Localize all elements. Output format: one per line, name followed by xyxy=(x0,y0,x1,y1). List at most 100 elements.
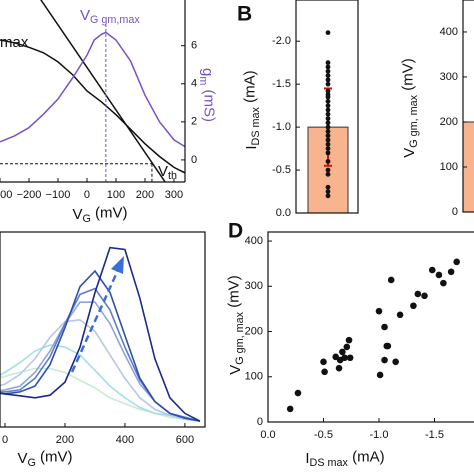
data-point xyxy=(325,68,331,74)
data-point xyxy=(325,167,331,173)
scatter-point xyxy=(335,364,343,372)
trend-arrow xyxy=(70,269,120,373)
data-point xyxy=(325,103,331,109)
scatter-point xyxy=(396,311,404,319)
x-axis-label-part: V xyxy=(17,450,27,467)
y-tick-label: 400 xyxy=(440,26,458,38)
y-tick-label: 100 xyxy=(245,371,263,383)
annotation-part: V xyxy=(158,163,168,180)
scatter-point xyxy=(321,368,328,376)
x-axis-label-part: DS max xyxy=(310,457,349,469)
x-tick-label: -1.0 xyxy=(370,429,389,441)
x-axis-label-part: G xyxy=(27,457,35,469)
x-axis-label-part: (mV) xyxy=(36,448,73,465)
scatter-point xyxy=(320,358,327,366)
data-point xyxy=(325,137,331,143)
x-axis-label-part: I xyxy=(305,450,309,467)
data-point xyxy=(325,88,331,94)
y-tick-label: 0.0 xyxy=(276,207,291,219)
series-line xyxy=(0,246,201,422)
data-point xyxy=(325,98,331,104)
y-tick-label: 100 xyxy=(440,161,458,173)
x-tick-label: 200 xyxy=(136,189,154,201)
panel-letter: D xyxy=(228,220,243,243)
y-tick-label: 200 xyxy=(245,325,263,337)
scatter-point xyxy=(384,342,392,350)
x-axis-label-part: (mA) xyxy=(348,448,385,465)
y-tick-label: 400 xyxy=(245,235,263,247)
y-tick-label: 0 xyxy=(452,206,458,218)
y-tick-label: -0.5 xyxy=(272,164,291,176)
data-point xyxy=(325,64,331,70)
annotation-layer xyxy=(70,256,124,373)
x-tick-label: -1.5 xyxy=(425,429,444,441)
series-line xyxy=(0,31,185,148)
scatter-point xyxy=(387,276,395,284)
y-tick-label: 300 xyxy=(440,71,458,83)
x-tick-label: 0.0 xyxy=(260,429,275,441)
series-line xyxy=(0,301,201,422)
data-point xyxy=(325,189,331,194)
scatter-point xyxy=(286,405,294,413)
data-point xyxy=(325,141,331,147)
y2-axis-label: gm (mS) xyxy=(197,68,217,122)
panel-letter: B xyxy=(237,3,252,26)
data-point xyxy=(325,111,331,117)
data-point xyxy=(325,116,331,121)
data-point xyxy=(325,184,331,190)
x-tick-label: 600 xyxy=(176,434,194,446)
scatter-point xyxy=(414,290,422,298)
y-tick-label: -1.5 xyxy=(272,78,291,90)
x-tick-label: 200 xyxy=(56,434,74,446)
x-tick-label: 300 xyxy=(165,189,183,201)
data-point xyxy=(325,129,331,134)
series-line xyxy=(0,344,201,422)
y-axis-label-part: (mV) xyxy=(399,58,416,95)
data-point xyxy=(325,77,331,83)
arrow-head xyxy=(111,256,124,274)
y-axis-label-part: DS max xyxy=(250,106,262,145)
x-axis-label-part: (mV) xyxy=(91,204,128,221)
x-tick-label: 100 xyxy=(107,189,125,201)
y-axis-label: VG gm, max (mV) xyxy=(225,275,245,374)
data-point xyxy=(325,171,331,177)
series-line xyxy=(0,318,201,422)
scatter-point xyxy=(294,389,302,397)
x-axis-label: VG (mV) xyxy=(17,448,72,468)
scatter-point xyxy=(345,336,353,344)
data-point xyxy=(325,193,331,199)
y-axis-label-part: V xyxy=(401,148,418,158)
y2-tick-label: 4 xyxy=(191,78,197,90)
scatter-point xyxy=(346,354,354,362)
x-tick-label: −300 xyxy=(0,189,12,201)
y-axis-label-part: (mV) xyxy=(225,275,242,312)
x-axis-label: VG (mV) xyxy=(72,204,127,224)
series-line xyxy=(0,269,201,422)
annotation: max xyxy=(0,34,29,51)
series-line xyxy=(40,0,167,182)
y2-axis-label-part: g xyxy=(199,68,216,76)
scatter-point xyxy=(381,356,388,364)
y2-tick-label: 6 xyxy=(191,40,197,52)
x-tick-label: 0 xyxy=(84,189,90,201)
y-axis-label-part: V xyxy=(227,365,244,375)
data-point xyxy=(325,124,331,130)
y-axis-label-part: (mA) xyxy=(241,70,258,107)
x-axis-label-part: G xyxy=(82,213,90,225)
scatter-point xyxy=(447,268,455,276)
plot-frame xyxy=(295,0,359,214)
plot-frame xyxy=(267,231,474,423)
y2-axis-label-part: m xyxy=(197,76,209,85)
series-line xyxy=(0,39,185,174)
data-point xyxy=(325,159,331,164)
data-point xyxy=(325,150,331,156)
scatter-point xyxy=(343,343,351,351)
x-tick-label: −200 xyxy=(17,189,42,201)
data-point xyxy=(325,81,331,87)
scatter-point xyxy=(421,292,428,300)
scatter-point xyxy=(381,323,388,331)
y2-tick-label: 0 xyxy=(191,154,197,166)
plot-frame xyxy=(462,0,474,213)
y-axis-label-part: I xyxy=(243,145,260,149)
annotation: VG gm,max xyxy=(80,7,140,26)
